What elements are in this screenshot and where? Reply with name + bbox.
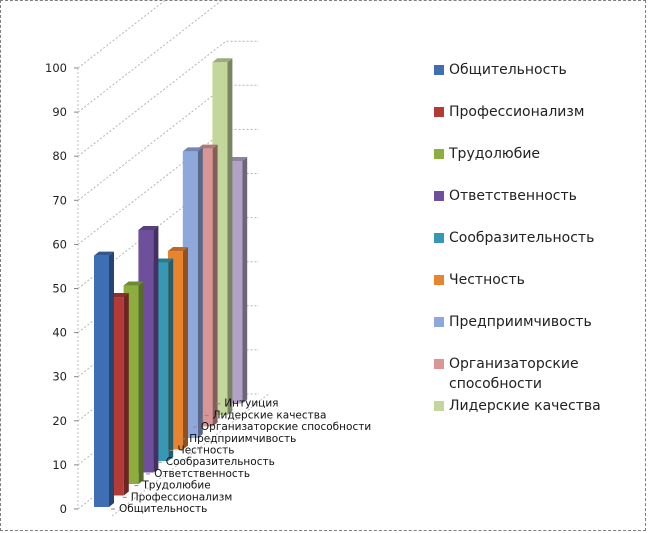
bar-side xyxy=(183,247,188,450)
y-tick-label: 90 xyxy=(52,105,67,119)
legend-swatch xyxy=(434,107,444,117)
legend-item: Организаторские способности xyxy=(434,354,599,394)
legend-item: Сообразительность xyxy=(434,228,594,248)
legend-swatch xyxy=(434,359,444,369)
y-tick-label: 80 xyxy=(52,149,67,163)
bar-side xyxy=(212,144,218,427)
y-tick-label: 30 xyxy=(52,370,67,384)
legend-item: Ответственность xyxy=(434,186,577,206)
bar-side xyxy=(138,281,144,484)
category-label: Общительность xyxy=(119,503,207,515)
legend-label: Лидерские качества xyxy=(449,398,601,414)
gridline xyxy=(77,173,259,289)
y-tick-label: 10 xyxy=(52,458,67,472)
gridline xyxy=(77,217,259,333)
legend-item: Профессионализм xyxy=(434,102,584,122)
y-tick-label: 100 xyxy=(45,61,67,75)
gridline xyxy=(77,128,259,245)
legend-item: Предприимчивость xyxy=(434,312,592,332)
legend-label: Предприимчивость xyxy=(449,314,592,330)
legend-swatch xyxy=(434,149,444,159)
gridline xyxy=(77,261,259,378)
gridline xyxy=(77,393,259,510)
category-label: Сообразительность xyxy=(166,456,275,468)
bar-top xyxy=(182,147,203,152)
bar-top xyxy=(168,247,188,252)
category-label: Трудолюбие xyxy=(141,480,210,492)
y-tick-label: 70 xyxy=(52,193,67,207)
bar-side xyxy=(197,147,203,438)
legend-swatch xyxy=(434,401,444,411)
legend-item: Честность xyxy=(434,270,525,290)
bar-side xyxy=(123,293,129,496)
category-label: Честность xyxy=(178,445,235,457)
legend-label: Организаторские способности xyxy=(449,356,579,392)
bar-top xyxy=(212,58,233,63)
category-label: Предприимчивость xyxy=(189,433,296,445)
bars xyxy=(94,58,248,507)
y-tick-label: 40 xyxy=(52,326,67,340)
gridline xyxy=(77,0,167,69)
bar-top xyxy=(123,281,144,286)
bar xyxy=(94,251,114,507)
legend-item: Лидерские качества xyxy=(434,396,601,416)
y-tick-label: 0 xyxy=(60,502,67,516)
category-label: Ответственность xyxy=(154,468,250,480)
legend-swatch xyxy=(434,191,444,201)
bar-top xyxy=(138,225,159,230)
bar-side xyxy=(242,156,248,404)
bar-front xyxy=(94,255,109,507)
legend-swatch xyxy=(434,275,444,285)
category-label: Интуиция xyxy=(224,398,278,410)
category-label: Лидерские качества xyxy=(213,409,327,421)
legend-swatch xyxy=(434,317,444,327)
gridline xyxy=(77,349,259,466)
x-axis: ОбщительностьПрофессионализмТрудолюбиеОт… xyxy=(111,392,371,517)
gridline xyxy=(77,305,259,422)
legend-item: Трудолюбие xyxy=(434,144,540,164)
bar-side xyxy=(227,58,233,415)
legend-label: Честность xyxy=(449,272,525,288)
y-axis: 0 10 20 30 40 50 60 70 80 90 100 xyxy=(45,61,79,516)
depth-axis-line xyxy=(111,392,271,517)
legend-label: Ответственность xyxy=(449,188,577,204)
bar-side xyxy=(109,251,114,507)
legend-swatch xyxy=(434,65,444,75)
bar-top xyxy=(94,251,114,256)
y-tick-label: 50 xyxy=(52,282,67,296)
legend-label: Профессионализм xyxy=(449,104,585,120)
bar-side xyxy=(153,225,159,473)
gridlines xyxy=(77,0,259,510)
legend-swatch xyxy=(434,233,444,243)
legend-label: Трудолюбие xyxy=(449,146,541,162)
category-label: Профессионализм xyxy=(131,491,233,503)
legend-label: Сообразительность xyxy=(449,230,595,246)
legend-label: Общительность xyxy=(449,62,567,78)
category-label: Организаторские способности xyxy=(201,421,371,433)
bar-side xyxy=(168,258,174,461)
legend-item: Общительность xyxy=(434,60,567,80)
y-tick-label: 60 xyxy=(52,237,67,251)
y-tick-label: 20 xyxy=(52,414,67,428)
gridline xyxy=(77,40,259,157)
gridline xyxy=(77,84,259,201)
